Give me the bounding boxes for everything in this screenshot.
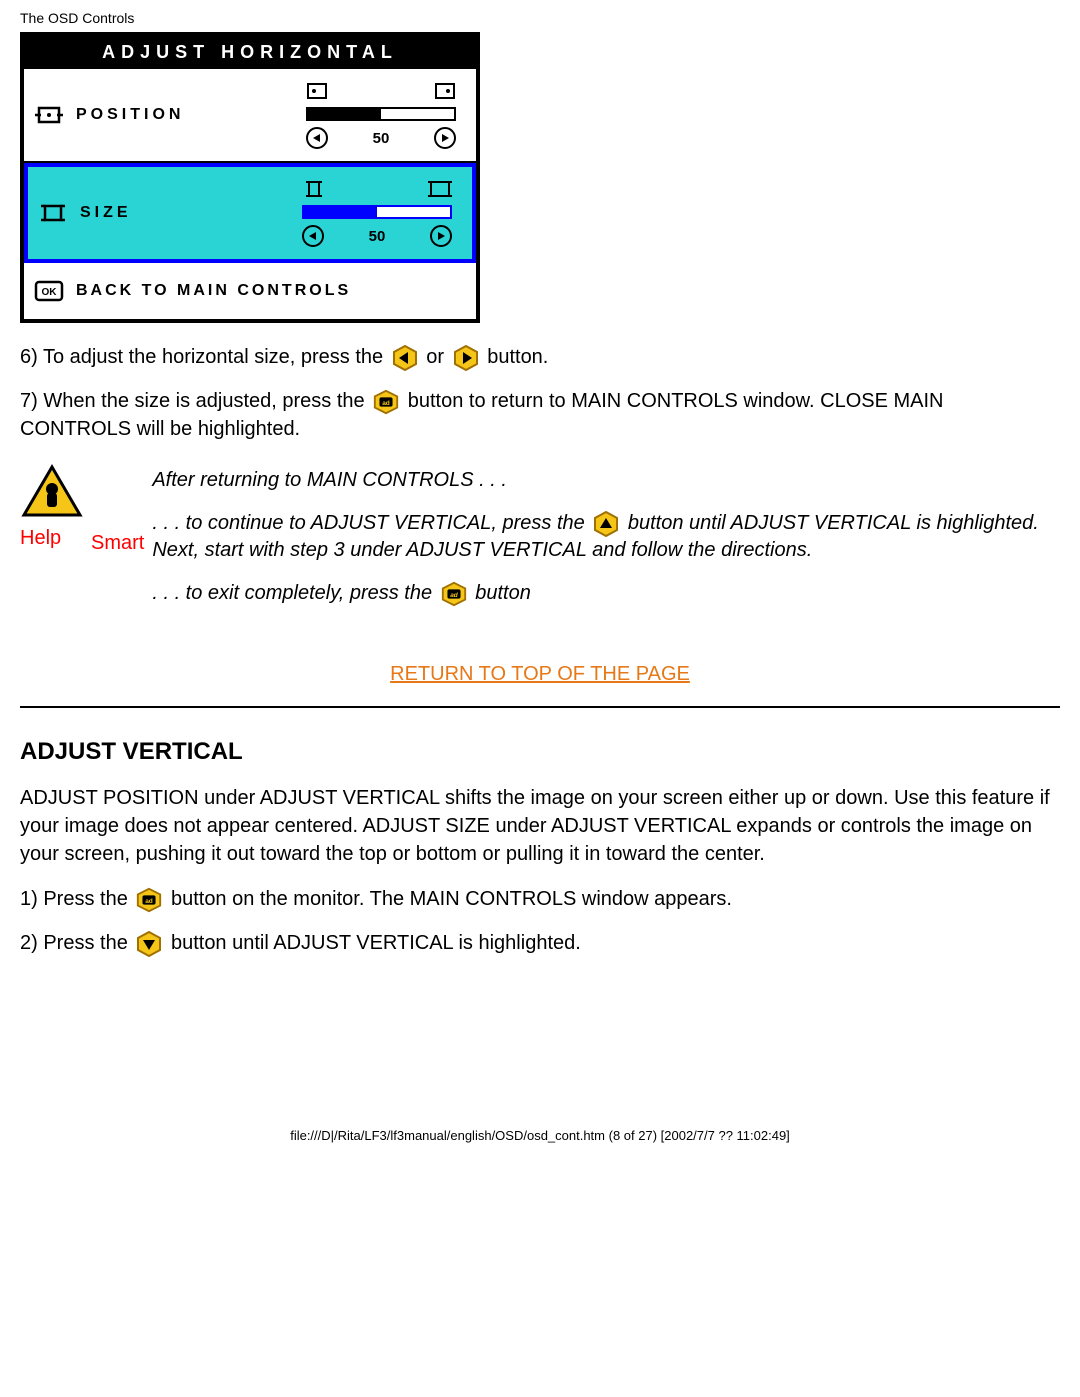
osd-row-back: OK BACK TO MAIN CONTROLS: [24, 263, 476, 319]
adjust-vertical-heading: ADJUST VERTICAL: [20, 738, 1060, 766]
right-button-icon: [452, 345, 480, 371]
right-arrow-icon: [434, 127, 456, 149]
av-s1-post: button on the monitor. The MAIN CONTROLS…: [171, 888, 732, 910]
pos-shift-right-icon: [432, 81, 456, 101]
osd-title: ADJUST HORIZONTAL: [24, 36, 476, 69]
pos-shift-left-icon: [306, 81, 330, 101]
av-s2-pre: 2) Press the: [20, 932, 133, 954]
ok-back-icon: OK: [34, 279, 64, 303]
av-step-2: 2) Press the button until ADJUST VERTICA…: [20, 928, 1060, 958]
left-arrow-icon: [306, 127, 328, 149]
back-label: BACK TO MAIN CONTROLS: [76, 282, 351, 300]
smarthelp-exit-pre: . . . to exit completely, press the: [152, 582, 437, 604]
svg-text:ad: ad: [382, 400, 390, 407]
return-to-top-link[interactable]: RETURN TO TOP OF THE PAGE: [390, 663, 690, 685]
left-button-icon: [391, 345, 419, 371]
size-bar: [302, 205, 452, 219]
footer-path: file:///D|/Rita/LF3/lf3manual/english/OS…: [20, 1128, 1060, 1143]
position-bar: [306, 107, 456, 121]
adjust-vertical-intro: ADJUST POSITION under ADJUST VERTICAL sh…: [20, 784, 1060, 868]
smarthelp-smart-label: Smart: [91, 532, 144, 555]
step6-pre: 6) To adjust the horizontal size, press …: [20, 346, 389, 368]
return-link-wrap: RETURN TO TOP OF THE PAGE: [20, 663, 1060, 686]
step-6: 6) To adjust the horizontal size, press …: [20, 343, 1060, 371]
osd-row-position: POSITION 50: [24, 69, 476, 163]
smarthelp-text: After returning to MAIN CONTROLS . . . .…: [152, 463, 1060, 623]
smarthelp-help-label: Help: [20, 527, 61, 550]
up-button-icon: [592, 511, 620, 537]
separator: [20, 706, 1060, 708]
step7-pre: 7) When the size is adjusted, press the: [20, 390, 370, 412]
av-s2-post: button until ADJUST VERTICAL is highligh…: [171, 932, 581, 954]
smart-help-block: Help Smart After returning to MAIN CONTR…: [20, 463, 1060, 623]
ok-button-icon: ad: [372, 389, 400, 415]
size-label: SIZE: [80, 204, 292, 222]
smarthelp-exit-post: button: [475, 582, 531, 604]
warning-icon: [20, 463, 85, 523]
page-header: The OSD Controls: [20, 10, 1060, 26]
osd-panel: ADJUST HORIZONTAL POSITION 50: [20, 32, 480, 323]
smarthelp-after: After returning to MAIN CONTROLS . . .: [152, 467, 1060, 494]
down-button-icon: [135, 931, 163, 957]
smarthelp-cont-pre: . . . to continue to ADJUST VERTICAL, pr…: [152, 512, 590, 534]
left-arrow-icon: [302, 225, 324, 247]
av-step-1: 1) Press the ad button on the monitor. T…: [20, 884, 1060, 914]
size-value: 50: [369, 228, 386, 245]
position-label: POSITION: [76, 106, 296, 124]
av-s1-pre: 1) Press the: [20, 888, 133, 910]
step6-post: button.: [487, 346, 548, 368]
step-7: 7) When the size is adjusted, press the …: [20, 387, 1060, 443]
position-value: 50: [373, 130, 390, 147]
step6-mid: or: [426, 346, 449, 368]
size-narrow-icon: [302, 179, 326, 199]
svg-text:ad: ad: [450, 592, 459, 599]
size-wide-icon: [428, 179, 452, 199]
osd-row-size: SIZE 50: [24, 163, 476, 263]
position-icon: [34, 103, 64, 127]
ok-button-icon: ad: [135, 887, 163, 913]
ok-button-icon: ad: [440, 581, 468, 607]
right-arrow-icon: [430, 225, 452, 247]
size-icon: [38, 201, 68, 225]
svg-text:OK: OK: [42, 287, 58, 298]
svg-text:ad: ad: [146, 898, 154, 905]
